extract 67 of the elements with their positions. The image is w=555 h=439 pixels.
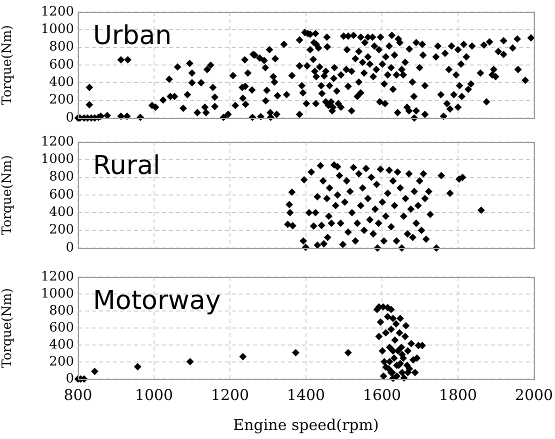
y-tick-label: 200	[49, 222, 74, 238]
point	[392, 320, 400, 328]
point	[380, 372, 388, 380]
chart-title: Motorway	[93, 286, 221, 316]
y-tick-label: 400	[49, 337, 74, 352]
point	[375, 333, 382, 340]
point	[386, 358, 394, 366]
point	[344, 349, 352, 356]
point	[396, 329, 403, 336]
x-tick-label: 1000	[134, 386, 174, 404]
y-tick-label: 800	[49, 303, 74, 318]
chart-title: Urban	[93, 20, 172, 51]
point	[382, 364, 390, 371]
y-tick-label: 0	[66, 110, 74, 126]
point	[292, 349, 300, 356]
point	[378, 347, 386, 354]
y-tick-label: 1000	[40, 22, 74, 38]
y-tick-label: 200	[49, 354, 74, 370]
y-axis-title: Torque(Nm)	[0, 25, 16, 105]
point	[412, 369, 419, 376]
x-tick-label: 1800	[438, 386, 478, 404]
y-tick-label: 800	[49, 170, 74, 185]
y-axis-title: Torque(Nm)	[0, 155, 16, 235]
point	[376, 318, 384, 326]
y-tick-label: 1000	[40, 286, 74, 302]
y-tick-label: 0	[66, 371, 74, 386]
y-tick-label: 600	[49, 57, 74, 72]
point	[413, 354, 420, 362]
point	[239, 353, 246, 360]
point	[404, 369, 412, 376]
point	[380, 358, 388, 366]
point	[134, 363, 142, 370]
y-axis-title: Torque(Nm)	[0, 288, 16, 368]
point	[388, 306, 395, 313]
x-axis-title: Engine speed(rpm)	[233, 416, 379, 434]
x-tick-label: 1600	[362, 386, 402, 404]
y-tick-label: 400	[49, 205, 74, 220]
x-tick-label: 2000	[514, 386, 554, 404]
point	[398, 344, 405, 351]
y-tick-label: 600	[49, 320, 74, 336]
point	[404, 347, 412, 354]
point	[390, 354, 398, 362]
y-tick-label: 1200	[40, 134, 74, 150]
point	[390, 314, 397, 322]
point	[186, 358, 194, 366]
point	[386, 344, 394, 351]
y-tick-label: 200	[49, 92, 74, 108]
x-tick-label: 1200	[210, 386, 250, 404]
point	[396, 314, 404, 322]
point	[408, 340, 415, 348]
y-tick-label: 400	[49, 75, 74, 90]
point	[384, 313, 392, 320]
point	[388, 326, 395, 333]
point	[382, 329, 390, 336]
y-tick-label: 1200	[40, 4, 74, 20]
y-tick-label: 1200	[40, 269, 74, 284]
point	[398, 369, 406, 376]
y-tick-label: 0	[66, 240, 74, 256]
y-tick-label: 1000	[40, 152, 74, 168]
y-tick-label: 600	[49, 187, 74, 202]
point	[91, 368, 98, 375]
point	[402, 333, 409, 340]
chart-title: Rural	[93, 150, 160, 181]
point	[402, 322, 410, 330]
point	[391, 336, 398, 344]
y-tick-label: 800	[49, 40, 74, 55]
x-tick-label: 1400	[286, 386, 326, 404]
